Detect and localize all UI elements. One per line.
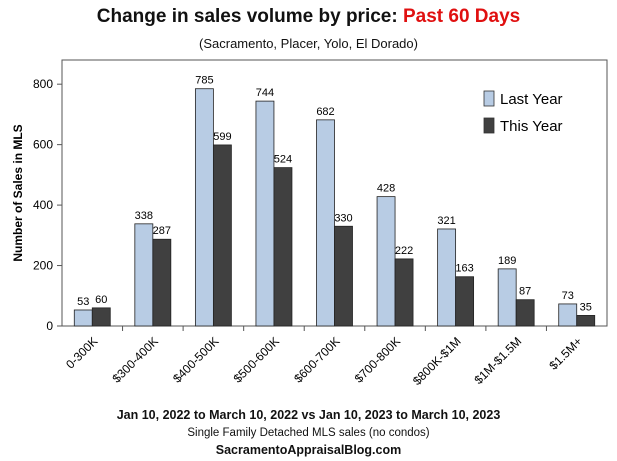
- x-tick-label: $600-700K: [291, 334, 342, 385]
- data-label-this-year: 599: [213, 131, 231, 143]
- data-label-this-year: 163: [455, 263, 473, 275]
- data-label-last-year: 744: [256, 87, 274, 99]
- bar-last-year: [194, 88, 214, 327]
- data-label-last-year: 53: [77, 296, 89, 308]
- chart-title-highlight: Past 60 Days: [402, 6, 521, 27]
- data-label-last-year: 338: [135, 210, 153, 222]
- y-axis-label: Number of Sales in MLS: [11, 124, 25, 261]
- x-tick-label: $1M-$1.5M: [471, 334, 524, 387]
- legend-swatch-last-year: [483, 90, 495, 107]
- bar-last-year: [255, 100, 275, 327]
- bar-last-year: [134, 223, 154, 327]
- data-label-this-year: 330: [334, 212, 352, 224]
- y-tick-label: 800: [33, 77, 53, 91]
- footer-date-range: Jan 10, 2022 to March 10, 2022 vs Jan 10…: [116, 408, 501, 422]
- y-tick-label: 600: [33, 138, 53, 152]
- data-label-this-year: 524: [274, 154, 292, 166]
- data-label-last-year: 189: [498, 255, 516, 267]
- x-tick-label: $800K-$1M: [410, 334, 464, 388]
- x-tick-label: $400-500K: [170, 334, 221, 385]
- y-tick-label: 400: [33, 198, 53, 212]
- data-label-this-year: 60: [95, 294, 107, 306]
- chart-subtitle: (Sacramento, Placer, Yolo, El Dorado): [199, 36, 418, 51]
- x-tick-label: $300-400K: [110, 334, 161, 385]
- footer-site: SacramentoAppraisalBlog.com: [215, 443, 402, 457]
- bar-last-year: [497, 268, 517, 327]
- data-label-this-year: 35: [580, 301, 592, 313]
- y-axis: 0 200 400 600 800: [33, 77, 62, 333]
- x-tick-label: $1.5M+: [546, 334, 584, 372]
- bar-this-year: [212, 144, 232, 327]
- y-tick-label: 200: [33, 259, 53, 273]
- legend-label-last-year: Last Year: [500, 91, 563, 108]
- data-label-this-year: 87: [519, 286, 531, 298]
- bar-this-year: [273, 167, 293, 327]
- data-label-last-year: 682: [316, 106, 334, 118]
- x-tick-label: $700-800K: [352, 334, 403, 385]
- bar-this-year: [394, 258, 414, 327]
- bar-this-year: [334, 225, 353, 327]
- chart-title-main: Change in sales volume by price:: [96, 6, 403, 27]
- bar-last-year: [316, 119, 335, 327]
- data-label-last-year: 785: [195, 75, 213, 87]
- bar-last-year: [558, 303, 578, 327]
- legend-label-this-year: This Year: [500, 118, 563, 135]
- data-label-last-year: 428: [377, 183, 395, 195]
- bar-this-year: [91, 307, 111, 327]
- bar-this-year: [515, 299, 535, 327]
- data-label-this-year: 222: [395, 245, 413, 257]
- footer-note: Single Family Detached MLS sales (no con…: [187, 427, 430, 439]
- data-label-last-year: 321: [437, 215, 455, 227]
- bar-last-year: [73, 309, 93, 327]
- x-tick-label: 0-300K: [63, 334, 100, 371]
- data-label-last-year: 73: [562, 290, 574, 302]
- legend-swatch-this-year: [483, 117, 495, 134]
- x-tick-label: $500-600K: [231, 334, 282, 385]
- bar-this-year: [152, 238, 172, 327]
- legend: Last Year This Year: [483, 90, 563, 135]
- bar-this-year: [576, 315, 596, 327]
- x-axis: 0-300K $300-400K $400-500K $500-600K $600-70…: [63, 326, 585, 388]
- data-label-this-year: 287: [153, 225, 171, 237]
- bar-last-year: [437, 228, 457, 327]
- y-tick-label: 0: [46, 319, 53, 333]
- bar-this-year: [455, 276, 475, 327]
- bar-last-year: [376, 196, 396, 327]
- chart-title: Change in sales volume by price: Past 60…: [0, 6, 617, 28]
